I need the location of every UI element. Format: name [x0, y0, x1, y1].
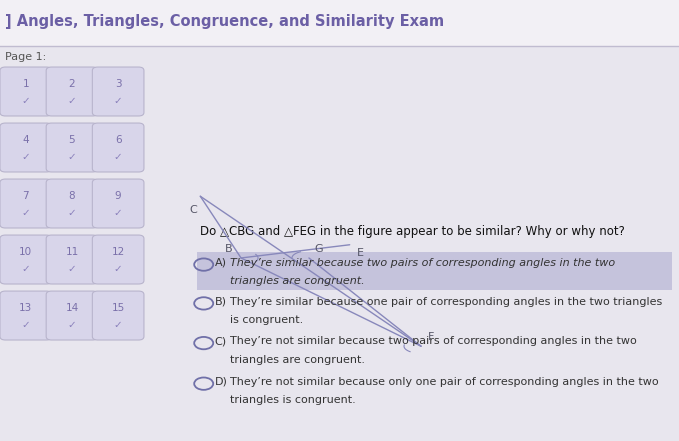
Text: 15: 15: [111, 303, 125, 314]
FancyBboxPatch shape: [92, 179, 144, 228]
Text: ✓: ✓: [114, 96, 122, 106]
Text: ✓: ✓: [22, 96, 30, 106]
Text: E: E: [356, 248, 363, 258]
Text: 11: 11: [65, 247, 79, 258]
Text: B: B: [225, 244, 233, 254]
Text: ✓: ✓: [68, 152, 76, 162]
Text: ✓: ✓: [68, 96, 76, 106]
Text: They’re similar because two pairs of corresponding angles in the two: They’re similar because two pairs of cor…: [230, 258, 614, 268]
Text: ✓: ✓: [22, 208, 30, 218]
Text: C): C): [215, 336, 227, 346]
Text: F: F: [428, 332, 434, 342]
FancyBboxPatch shape: [46, 123, 98, 172]
FancyBboxPatch shape: [92, 291, 144, 340]
Text: ✓: ✓: [22, 320, 30, 330]
Text: 9: 9: [115, 191, 122, 202]
FancyBboxPatch shape: [46, 291, 98, 340]
Text: G: G: [314, 243, 323, 254]
Text: 3: 3: [115, 79, 122, 90]
Text: ✓: ✓: [114, 264, 122, 274]
Text: 12: 12: [111, 247, 125, 258]
Text: They’re not similar because only one pair of corresponding angles in the two: They’re not similar because only one pai…: [230, 377, 658, 387]
Text: 13: 13: [19, 303, 33, 314]
Text: 4: 4: [22, 135, 29, 146]
Text: C: C: [189, 205, 197, 215]
FancyBboxPatch shape: [46, 179, 98, 228]
FancyBboxPatch shape: [0, 235, 52, 284]
Text: 10: 10: [19, 247, 33, 258]
Text: ✓: ✓: [68, 320, 76, 330]
Text: ✓: ✓: [114, 152, 122, 162]
Text: They’re not similar because two pairs of corresponding angles in the two: They’re not similar because two pairs of…: [230, 336, 636, 346]
FancyBboxPatch shape: [92, 123, 144, 172]
FancyBboxPatch shape: [0, 67, 52, 116]
FancyBboxPatch shape: [197, 252, 672, 290]
Text: ✓: ✓: [22, 264, 30, 274]
Text: B): B): [215, 297, 227, 306]
FancyBboxPatch shape: [0, 46, 679, 441]
FancyBboxPatch shape: [0, 0, 679, 46]
Text: Page 1:: Page 1:: [5, 52, 47, 62]
FancyBboxPatch shape: [46, 235, 98, 284]
Text: 2: 2: [69, 79, 75, 90]
FancyBboxPatch shape: [46, 67, 98, 116]
Text: 5: 5: [69, 135, 75, 146]
Text: ✓: ✓: [114, 320, 122, 330]
Text: is congruent.: is congruent.: [230, 315, 303, 325]
Text: 1: 1: [22, 79, 29, 90]
Text: 8: 8: [69, 191, 75, 202]
Text: ✓: ✓: [22, 152, 30, 162]
Text: ✓: ✓: [68, 208, 76, 218]
Text: 6: 6: [115, 135, 122, 146]
Text: Do △CBG and △FEG in the figure appear to be similar? Why or why not?: Do △CBG and △FEG in the figure appear to…: [200, 225, 625, 238]
Text: ] Angles, Triangles, Congruence, and Similarity Exam: ] Angles, Triangles, Congruence, and Sim…: [5, 14, 445, 29]
Text: 14: 14: [65, 303, 79, 314]
Text: A): A): [215, 258, 227, 268]
FancyBboxPatch shape: [0, 291, 52, 340]
Text: triangles are congruent.: triangles are congruent.: [230, 355, 365, 365]
Text: ✓: ✓: [114, 208, 122, 218]
FancyBboxPatch shape: [0, 123, 52, 172]
FancyBboxPatch shape: [92, 67, 144, 116]
Text: D): D): [215, 377, 227, 387]
FancyBboxPatch shape: [0, 179, 52, 228]
Text: triangles is congruent.: triangles is congruent.: [230, 396, 355, 405]
Text: ✓: ✓: [68, 264, 76, 274]
Text: They’re similar because one pair of corresponding angles in the two triangles: They’re similar because one pair of corr…: [230, 297, 662, 306]
FancyBboxPatch shape: [92, 235, 144, 284]
Text: triangles are congruent.: triangles are congruent.: [230, 277, 364, 286]
Text: 7: 7: [22, 191, 29, 202]
